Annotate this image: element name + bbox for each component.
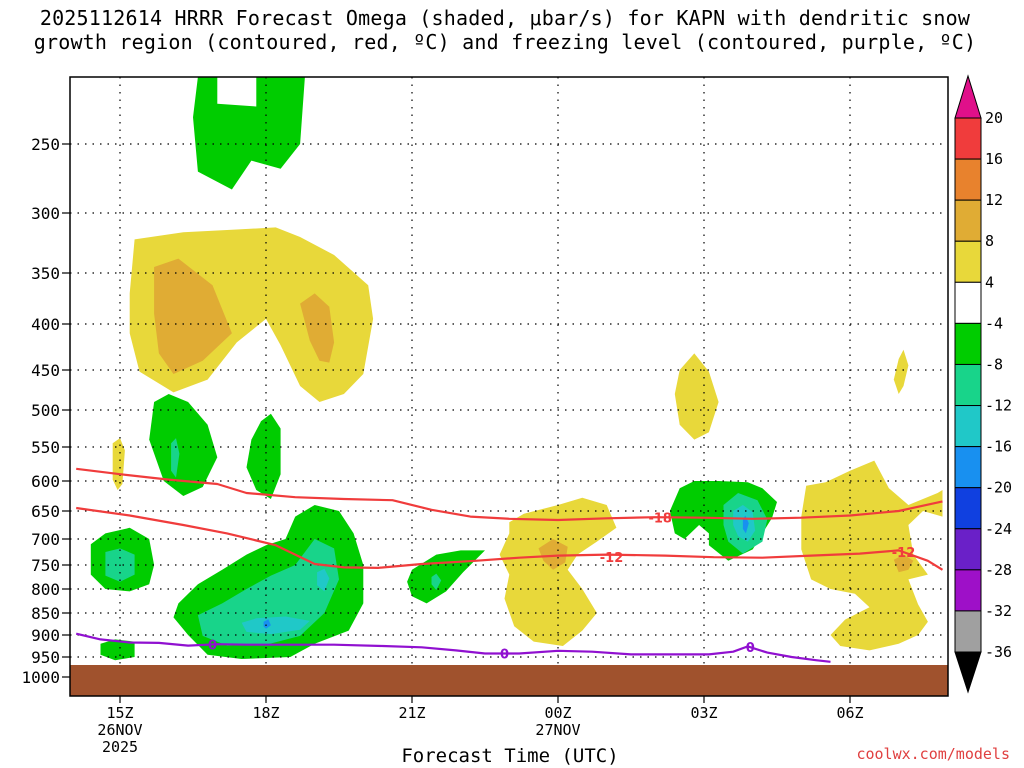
xtick-label-18Z: 18Z xyxy=(252,704,279,722)
ytick-label-800: 800 xyxy=(31,580,60,599)
ytick-label-400: 400 xyxy=(31,315,60,334)
omega-region-10 xyxy=(100,639,135,661)
contour-label-freezing-level-0-0: 0 xyxy=(208,639,217,654)
colorbar-tick--20: -20 xyxy=(985,479,1012,497)
colorbar-tick-20: 20 xyxy=(985,109,1003,127)
colorbar-swatch-4 xyxy=(954,281,982,324)
colorbar-swatch-9 xyxy=(954,487,982,530)
colorbar-tick--36: -36 xyxy=(985,643,1012,661)
xtick-label-00Z: 00Z xyxy=(544,704,571,722)
colorbar-tick-4: 4 xyxy=(985,273,994,291)
omega-region-25 xyxy=(893,349,909,394)
ytick-label-950: 950 xyxy=(31,648,60,667)
ground-surface xyxy=(70,665,948,696)
colorbar-tick-8: 8 xyxy=(985,232,994,250)
contour-dgz-minus-18 xyxy=(76,467,943,522)
ytick-label-850: 850 xyxy=(31,604,60,623)
ytick-label-350: 350 xyxy=(31,264,60,283)
colorbar-swatch-11 xyxy=(954,569,982,612)
colorbar-swatch-2 xyxy=(954,199,982,242)
colorbar-tick-12: 12 xyxy=(985,191,1003,209)
colorbar-tick--16: -16 xyxy=(985,438,1012,456)
ytick-label-600: 600 xyxy=(31,472,60,491)
omega-region-20 xyxy=(674,353,719,440)
omega-region-2 xyxy=(154,258,232,374)
xtick-label-15Z: 15Z xyxy=(106,704,133,722)
colorbar-swatch-10 xyxy=(954,528,982,571)
omega-region-6 xyxy=(171,438,180,478)
omega-region-5 xyxy=(149,394,218,496)
ytick-label-650: 650 xyxy=(31,502,60,521)
ytick-label-450: 450 xyxy=(31,361,60,380)
xtick-label-21Z: 21Z xyxy=(398,704,425,722)
colorbar-tick--8: -8 xyxy=(985,355,1003,373)
contour-label-dgz-minus-12-0: -12 xyxy=(600,551,624,566)
omega-region-4 xyxy=(112,438,125,490)
ytick-label-1000: 1000 xyxy=(21,668,60,687)
colorbar-swatch-7 xyxy=(954,405,982,448)
colorbar-swatch-6 xyxy=(954,363,982,407)
omega-region-19 xyxy=(538,539,568,570)
site-watermark: coolwx.com/models xyxy=(856,745,1010,763)
xtick-label-26NOV: 26NOV xyxy=(97,721,142,739)
colorbar-tick--32: -32 xyxy=(985,602,1012,620)
ytick-label-750: 750 xyxy=(31,556,60,575)
ytick-label-300: 300 xyxy=(31,204,60,223)
omega-region-13 xyxy=(241,616,310,635)
xtick-label-06Z: 06Z xyxy=(836,704,863,722)
xtick-label-2025: 2025 xyxy=(102,738,138,756)
xtick-label-03Z: 03Z xyxy=(690,704,717,722)
colorbar-swatch-0 xyxy=(954,117,982,160)
colorbar-swatch-12 xyxy=(954,610,982,653)
contour-label-dgz-minus-12-1: -12 xyxy=(892,546,916,561)
contour-freezing-level-0 xyxy=(75,632,831,663)
colorbar-top-arrow xyxy=(954,74,982,119)
omega-region-14 xyxy=(317,568,330,592)
ytick-label-550: 550 xyxy=(31,438,60,457)
chart-title: 2025112614 HRRR Forecast Omega (shaded, … xyxy=(33,6,977,54)
colorbar-swatch-3 xyxy=(954,240,982,283)
ytick-label-500: 500 xyxy=(31,401,60,420)
omega-region-17 xyxy=(431,573,442,590)
colorbar-bottom-arrow xyxy=(954,651,982,694)
colorbar-tick--4: -4 xyxy=(985,314,1003,332)
omega-region-27 xyxy=(893,554,914,573)
colorbar-tick--24: -24 xyxy=(985,520,1012,538)
contour-label-freezing-level-0-1: 0 xyxy=(500,647,509,662)
omega-region-18 xyxy=(499,497,617,646)
omega-region-3 xyxy=(300,293,335,363)
omega-region-24 xyxy=(742,515,749,534)
xtick-label-27NOV: 27NOV xyxy=(535,721,580,739)
contour-label-freezing-level-0-2: 0 xyxy=(746,641,755,656)
colorbar-tick--28: -28 xyxy=(985,561,1012,579)
omega-region-15 xyxy=(263,619,271,629)
colorbar-swatch-8 xyxy=(954,446,982,489)
colorbar-tick--12: -12 xyxy=(985,397,1012,415)
contour-dgz-minus-12 xyxy=(76,506,944,571)
colorbar-swatch-5 xyxy=(954,322,982,365)
ytick-label-700: 700 xyxy=(31,530,60,549)
contour-label-dgz-minus-18-0: -18 xyxy=(648,512,672,527)
omega-region-12 xyxy=(197,539,339,646)
x-axis-label: Forecast Time (UTC) xyxy=(401,745,619,767)
colorbar-swatch-1 xyxy=(954,158,982,201)
plot-frame xyxy=(69,76,949,697)
ytick-label-250: 250 xyxy=(31,135,60,154)
omega-region-7 xyxy=(246,413,281,499)
colorbar-tick-16: 16 xyxy=(985,150,1003,168)
omega-region-0 xyxy=(193,77,305,190)
ytick-label-900: 900 xyxy=(31,626,60,645)
